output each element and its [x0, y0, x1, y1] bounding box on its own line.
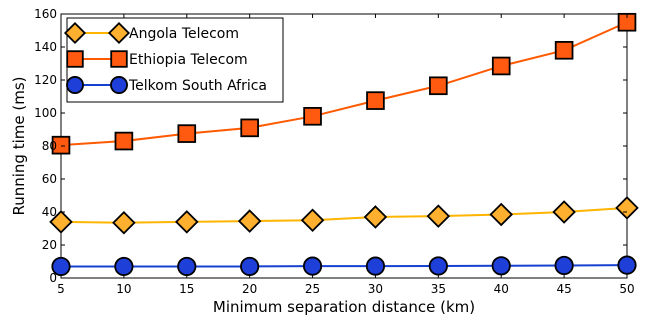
- data-point: [302, 256, 323, 276]
- legend-marker: [107, 21, 131, 45]
- x-tick-label: 35: [431, 282, 446, 296]
- y-tick-label: 80: [42, 139, 57, 153]
- data-point: [617, 255, 637, 275]
- y-axis-label: Running time (ms): [10, 76, 28, 215]
- data-point: [177, 124, 197, 143]
- data-point: [114, 256, 134, 277]
- data-point: [429, 76, 448, 96]
- data-point: [365, 256, 386, 276]
- x-tick-label: 30: [368, 282, 383, 296]
- data-point: [489, 202, 513, 227]
- data-point: [240, 118, 259, 138]
- data-point: [491, 256, 511, 276]
- series-telkom-south-africa: [51, 255, 637, 277]
- legend-label: Ethiopia Telecom: [129, 52, 248, 68]
- legend-marker: [66, 50, 84, 68]
- x-tick-label: 15: [179, 282, 194, 296]
- series-line: [61, 264, 628, 268]
- data-point: [615, 196, 639, 220]
- x-tick-label: 5: [57, 282, 65, 296]
- data-point: [491, 56, 511, 76]
- series-angola-telecom: [49, 196, 639, 235]
- legend-marker: [63, 21, 87, 45]
- data-point: [428, 256, 448, 276]
- legend-marker: [66, 76, 84, 94]
- x-tick-label: 50: [619, 282, 634, 296]
- data-point: [177, 256, 197, 277]
- data-point: [552, 200, 576, 224]
- y-tick-label: 20: [42, 238, 57, 252]
- series-ethiopia-telecom: [51, 12, 637, 155]
- data-point: [49, 210, 73, 234]
- ticks-layer: 5 10 15 20 25 30 35 40 45 50 0 20 40 60 80 100 120 140 160: [34, 7, 635, 296]
- y-tick-label: 40: [42, 205, 57, 219]
- data-point: [237, 209, 262, 233]
- data-point: [175, 210, 199, 234]
- legend-label: Angola Telecom: [129, 26, 239, 42]
- data-point: [114, 131, 134, 151]
- x-axis-label: Minimum separation distance (km): [213, 298, 475, 316]
- data-point: [363, 205, 388, 229]
- legend-item: Ethiopia Telecom: [66, 50, 248, 68]
- data-point: [426, 204, 451, 228]
- series-layer: [49, 12, 639, 277]
- y-tick-label: 0: [49, 271, 57, 285]
- y-tick-label: 160: [34, 7, 57, 21]
- data-point: [554, 41, 574, 60]
- data-point: [554, 255, 574, 276]
- x-tick-label: 40: [494, 282, 509, 296]
- legend: Angola Telecom Ethiopia Telecom Telkom Sou…: [63, 17, 284, 103]
- data-point: [51, 135, 71, 155]
- y-tick-label: 60: [42, 172, 57, 186]
- legend-marker: [110, 76, 128, 94]
- data-point: [112, 210, 136, 235]
- y-tick-label: 140: [34, 40, 57, 54]
- x-tick-label: 20: [242, 282, 257, 296]
- x-tick-label: 25: [305, 282, 320, 296]
- x-tick-label: 45: [556, 282, 571, 296]
- data-point: [300, 208, 325, 233]
- data-point: [366, 91, 385, 110]
- data-point: [303, 107, 322, 126]
- legend-item: Telkom South Africa: [66, 76, 267, 94]
- series-line: [60, 206, 628, 224]
- legend-marker: [110, 50, 128, 68]
- y-tick-label: 120: [34, 73, 57, 87]
- series-line: [60, 21, 628, 147]
- data-point: [240, 256, 260, 277]
- plot-area: 5 10 15 20 25 30 35 40 45 50 0 20 40 60 80 100 120 140 160: [34, 7, 639, 296]
- y-tick-label: 100: [34, 106, 57, 120]
- legend-label: Telkom South Africa: [128, 78, 267, 94]
- legend-item: Angola Telecom: [63, 21, 239, 45]
- x-tick-label: 10: [116, 282, 131, 296]
